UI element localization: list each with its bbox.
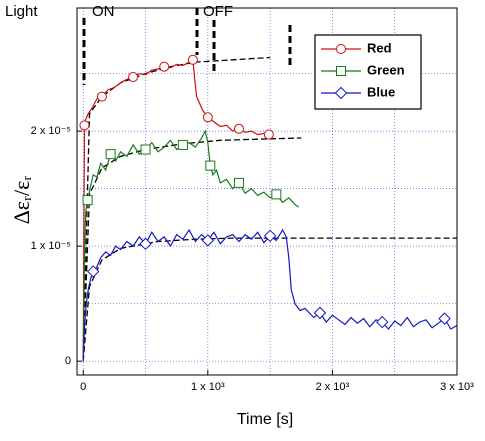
y-tick-label: 2 x 10⁻⁵ [31,125,71,137]
x-axis-label: Time [s] [237,411,293,428]
annotation: Light [5,3,38,20]
marker [86,265,100,278]
marker [96,91,107,102]
series [79,54,458,362]
x-tick-label: 1 x 10³ [191,381,225,393]
marker [233,177,244,188]
event-markers [82,8,292,85]
legend-label: Blue [367,84,395,99]
marker [82,195,93,206]
legend-label: Red [367,40,392,55]
marker [233,123,244,134]
plot-frame [76,7,458,376]
marker [336,66,346,76]
x-tick-label: 0 [80,381,86,393]
marker [336,44,346,54]
marker [139,237,152,251]
marker [140,144,151,155]
marker [376,315,389,329]
marker [177,139,188,150]
x-tick-label: 2 x 10³ [316,381,350,393]
marker [202,112,213,123]
marker [271,189,282,200]
marker [263,129,274,140]
marker [79,120,90,131]
marker [159,61,170,72]
marker [128,72,139,83]
y-tick-label: 1 x 10⁻⁵ [31,240,71,252]
y-tick-label: 0 [65,355,71,367]
legend-box [314,34,422,110]
marker [201,234,215,247]
marker [334,86,348,100]
legend-label: Green [367,62,405,77]
fit-line [82,237,457,362]
marker [263,229,277,243]
legend: Red Green Blue [314,34,422,110]
annotation: OFF [203,3,233,20]
y-axis-label: Δεᵣ/εᵣ [9,176,34,225]
x-tick-label: 3 x 10³ [440,381,474,393]
fit-line [82,56,271,362]
marker [187,54,198,65]
marker [205,160,216,171]
annotation: ON [92,3,115,20]
marker [438,312,451,325]
marker [313,306,327,320]
data-line [82,228,458,362]
marker [105,149,116,160]
